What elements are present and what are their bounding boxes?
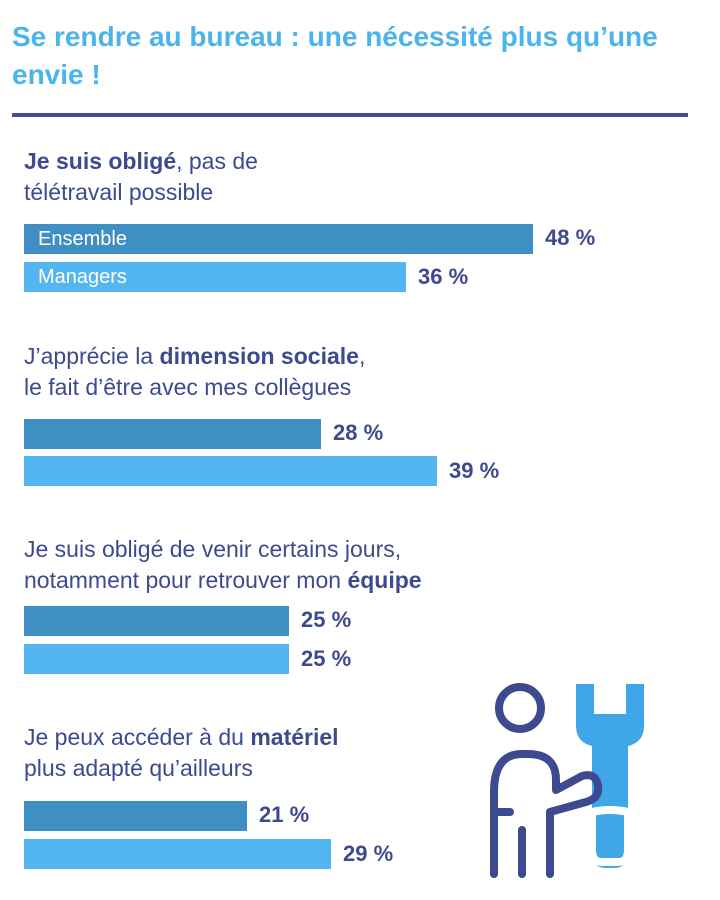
question-2: J’apprécie la dimension sociale, le fait… [24, 341, 365, 403]
value-q1-ensemble: 48 % [545, 225, 596, 250]
bar-q3-ensemble [24, 606, 289, 636]
question-2-pre: J’apprécie la [24, 343, 160, 369]
question-2-mid: , [358, 343, 366, 369]
question-1: Je suis obligé, pas de télétravail possi… [24, 146, 258, 208]
value-q3-ensemble: 25 % [301, 607, 352, 632]
bar-q2-managers [24, 456, 437, 486]
question-3-line2-pre: notamment pour retrouver mon [24, 567, 348, 593]
bar-q2-ensemble [24, 419, 321, 449]
question-3: Je suis obligé de venir certains jours, … [24, 534, 422, 596]
legend-ensemble: Ensemble [38, 228, 127, 250]
title-divider [12, 113, 688, 117]
question-4-pre: Je peux accéder à du [24, 724, 251, 750]
question-1-rest: , pas de [176, 148, 258, 174]
question-4-bold: matériel [250, 724, 339, 750]
bar-q4-managers [24, 839, 331, 869]
value-q1-managers: 36 % [418, 264, 469, 289]
value-q3-managers: 25 % [301, 646, 352, 671]
bar-q1-ensemble: Ensemble [24, 224, 533, 254]
question-2-line2: le fait d’être avec mes collègues [24, 374, 352, 400]
bar-q4-ensemble [24, 801, 247, 831]
question-4: Je peux accéder à du matériel plus adapt… [24, 722, 339, 784]
page-title: Se rendre au bureau : une nécessité plus… [12, 21, 658, 90]
question-2-bold: dimension sociale [159, 343, 359, 369]
value-q4-ensemble: 21 % [259, 802, 310, 827]
value-q2-ensemble: 28 % [333, 420, 384, 445]
bar-q3-managers [24, 644, 289, 674]
question-1-line2: télétravail possible [24, 179, 214, 205]
value-q2-managers: 39 % [449, 458, 500, 483]
value-q4-managers: 29 % [343, 841, 394, 866]
question-1-bold: Je suis obligé [24, 148, 177, 174]
question-3-line1: Je suis obligé de venir certains jours, [24, 536, 402, 562]
legend-managers: Managers [38, 266, 127, 288]
wrench-icon [576, 684, 644, 868]
bar-q1-managers: Managers [24, 262, 406, 292]
question-3-bold: équipe [347, 567, 422, 593]
worker-with-wrench-illustration [490, 683, 644, 878]
person-outline-icon [490, 683, 603, 878]
question-4-line2: plus adapté qu’ailleurs [24, 755, 253, 781]
